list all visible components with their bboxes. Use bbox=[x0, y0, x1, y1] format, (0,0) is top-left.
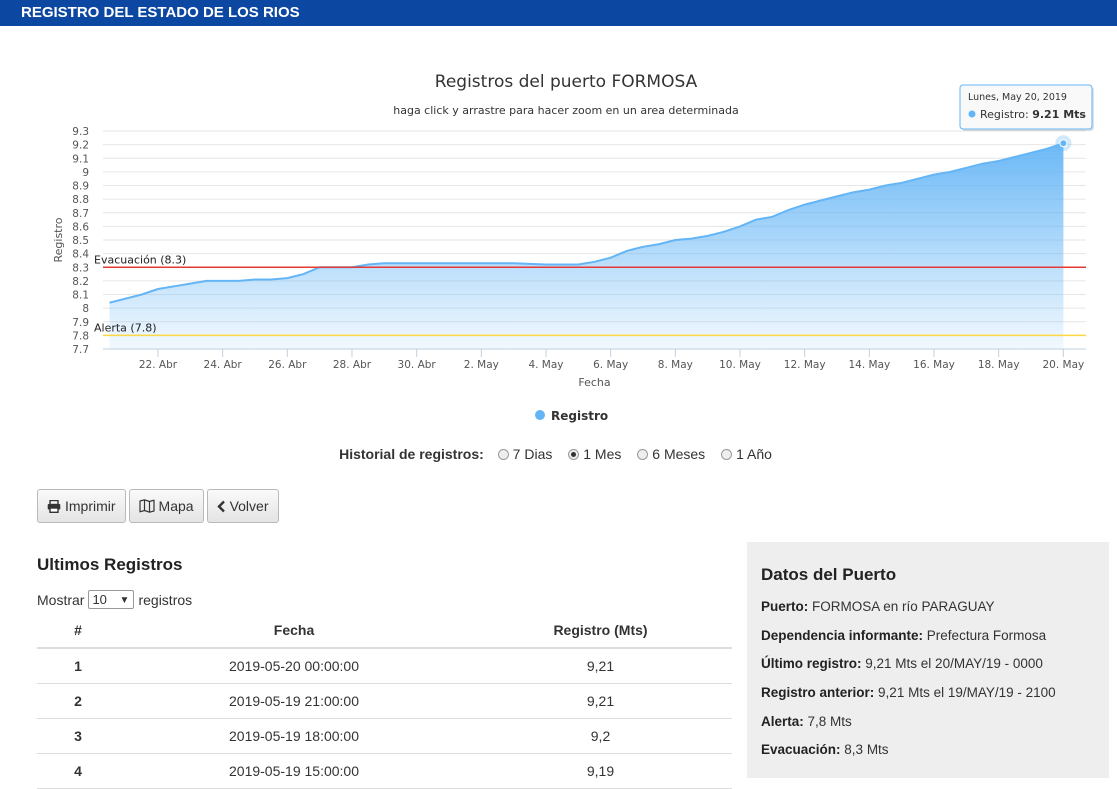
tooltip-date: Lunes, May 20, 2019 bbox=[968, 92, 1067, 103]
caret-down-icon: ▼ bbox=[119, 595, 130, 606]
y-tick-label: 9 bbox=[82, 167, 89, 179]
table-row: 3 2019-05-19 18:00:00 9,2 bbox=[37, 718, 732, 754]
row-date: 2019-05-19 15:00:00 bbox=[119, 753, 469, 789]
y-tick-label: 8.1 bbox=[72, 290, 89, 302]
x-tick-label: 10. May bbox=[719, 359, 761, 371]
y-tick-label: 8 bbox=[82, 303, 89, 315]
y-tick-label: 7.8 bbox=[72, 330, 89, 342]
river-level-chart[interactable]: Registros del puerto FORMOSA haga click y… bbox=[0, 26, 1117, 436]
y-tick-label: 8.9 bbox=[72, 181, 89, 193]
row-date: 2019-05-20 00:00:00 bbox=[119, 648, 469, 684]
history-option-7-dias[interactable]: 7 Dias bbox=[497, 446, 552, 462]
tooltip-value: Registro: 9.21 Mts bbox=[980, 108, 1086, 121]
column-header-date[interactable]: Fecha bbox=[119, 612, 469, 649]
x-tick-label: 22. Abr bbox=[139, 359, 178, 371]
x-tick-label: 20. May bbox=[1042, 359, 1084, 371]
map-button[interactable]: Mapa bbox=[128, 489, 204, 523]
x-tick-label: 18. May bbox=[978, 359, 1020, 371]
table-header-row: # Fecha Registro (Mts) bbox=[37, 612, 732, 649]
row-date: 2019-05-19 21:00:00 bbox=[119, 683, 469, 719]
chart-subtitle: haga click y arrastre para hacer zoom en… bbox=[393, 104, 738, 117]
port-data-row: Puerto: FORMOSA en río PARAGUAY bbox=[761, 599, 995, 614]
page-length-control: Mostrar 10 ▼ registros bbox=[37, 590, 193, 609]
y-tick-label: 8.7 bbox=[72, 208, 89, 220]
history-option-1-ano[interactable]: 1 Año bbox=[721, 446, 772, 462]
y-axis-title: Registro bbox=[52, 217, 65, 262]
x-tick-label: 24. Abr bbox=[204, 359, 243, 371]
column-header-value[interactable]: Registro (Mts) bbox=[469, 612, 732, 649]
page-length-select[interactable]: 10 ▼ bbox=[88, 590, 135, 609]
chart-title: Registros del puerto FORMOSA bbox=[435, 72, 698, 92]
print-button[interactable]: Imprimir bbox=[37, 489, 126, 523]
y-tick-label: 8.2 bbox=[72, 276, 89, 288]
series-area bbox=[109, 143, 1064, 349]
x-axis-title: Fecha bbox=[578, 376, 610, 389]
tooltip-box bbox=[959, 84, 1093, 130]
x-tick-label: 6. May bbox=[593, 359, 628, 371]
chevron-left-icon bbox=[216, 500, 225, 512]
row-value: 9,21 bbox=[469, 683, 732, 719]
hover-point bbox=[1059, 139, 1068, 148]
y-tick-label: 7.9 bbox=[72, 317, 89, 329]
history-option-1-mes[interactable]: 1 Mes bbox=[568, 446, 621, 462]
radio-icon[interactable] bbox=[497, 449, 509, 460]
printer-icon bbox=[47, 499, 61, 513]
legend-marker bbox=[535, 410, 545, 420]
y-tick-label: 9.1 bbox=[72, 153, 89, 165]
port-data-panel: Datos del Puerto Puerto: FORMOSA en río … bbox=[747, 542, 1109, 778]
legend-item-registro: Registro bbox=[551, 409, 608, 423]
row-value: 9,2 bbox=[469, 718, 732, 754]
x-tick-label: 8. May bbox=[658, 359, 693, 371]
table-row: 4 2019-05-19 15:00:00 9,19 bbox=[37, 753, 732, 789]
x-tick-label: 26. Abr bbox=[268, 359, 307, 371]
x-tick-label: 30. Abr bbox=[398, 359, 437, 371]
map-icon bbox=[138, 499, 155, 513]
row-value: 9,19 bbox=[469, 753, 732, 789]
action-buttons: Imprimir Mapa Volver bbox=[37, 489, 279, 523]
tooltip-series-marker bbox=[968, 110, 976, 118]
y-tick-label: 9.3 bbox=[72, 126, 89, 138]
series-line bbox=[109, 142, 1064, 304]
x-tick-label: 4. May bbox=[528, 359, 563, 371]
x-tick-label: 2. May bbox=[464, 359, 499, 371]
evacuation-label: Evacuación (8.3) bbox=[94, 253, 186, 266]
back-button[interactable]: Volver bbox=[206, 489, 279, 523]
port-data-row: Evacuación: 8,3 Mts bbox=[761, 742, 889, 757]
y-tick-label: 8.6 bbox=[72, 221, 89, 233]
history-option-6-meses[interactable]: 6 Meses bbox=[637, 446, 705, 462]
x-tick-label: 14. May bbox=[848, 359, 890, 371]
row-value: 9,21 bbox=[469, 648, 732, 684]
x-tick-label: 28. Abr bbox=[333, 359, 372, 371]
y-tick-label: 8.4 bbox=[72, 249, 89, 261]
latest-records-title: Ultimos Registros bbox=[37, 555, 183, 574]
y-tick-label: 8.5 bbox=[72, 235, 89, 247]
y-tick-label: 8.3 bbox=[72, 262, 89, 274]
row-number: 1 bbox=[37, 648, 119, 684]
page-header: REGISTRO DEL ESTADO DE LOS RIOS bbox=[0, 0, 1117, 26]
radio-icon[interactable] bbox=[637, 449, 649, 460]
records-table: # Fecha Registro (Mts) 1 2019-05-20 00:0… bbox=[37, 612, 732, 789]
port-data-title: Datos del Puerto bbox=[761, 565, 897, 584]
history-selector: Historial de registros: 7 Dias 1 Mes 6 M… bbox=[0, 446, 1117, 462]
port-data-row: Alerta: 7,8 Mts bbox=[761, 714, 852, 729]
x-tick-label: 16. May bbox=[913, 359, 955, 371]
y-tick-label: 7.7 bbox=[72, 344, 89, 356]
row-date: 2019-05-19 18:00:00 bbox=[119, 718, 469, 754]
port-data-row: Dependencia informante: Prefectura Formo… bbox=[761, 628, 1047, 643]
row-number: 3 bbox=[37, 718, 119, 754]
history-label: Historial de registros: bbox=[339, 446, 484, 462]
table-row: 1 2019-05-20 00:00:00 9,21 bbox=[37, 648, 732, 684]
y-tick-label: 9.2 bbox=[72, 140, 89, 152]
port-data-row: Último registro: 9,21 Mts el 20/MAY/19 -… bbox=[761, 656, 1043, 671]
row-number: 4 bbox=[37, 753, 119, 789]
y-tick-label: 8.8 bbox=[72, 194, 89, 206]
radio-icon[interactable] bbox=[721, 449, 733, 460]
column-header-number[interactable]: # bbox=[37, 612, 119, 649]
row-number: 2 bbox=[37, 683, 119, 719]
radio-checked-icon[interactable] bbox=[568, 449, 580, 460]
port-data-row: Registro anterior: 9,21 Mts el 19/MAY/19… bbox=[761, 685, 1056, 700]
alert-label: Alerta (7.8) bbox=[94, 321, 157, 334]
x-tick-label: 12. May bbox=[784, 359, 826, 371]
table-row: 2 2019-05-19 21:00:00 9,21 bbox=[37, 683, 732, 719]
